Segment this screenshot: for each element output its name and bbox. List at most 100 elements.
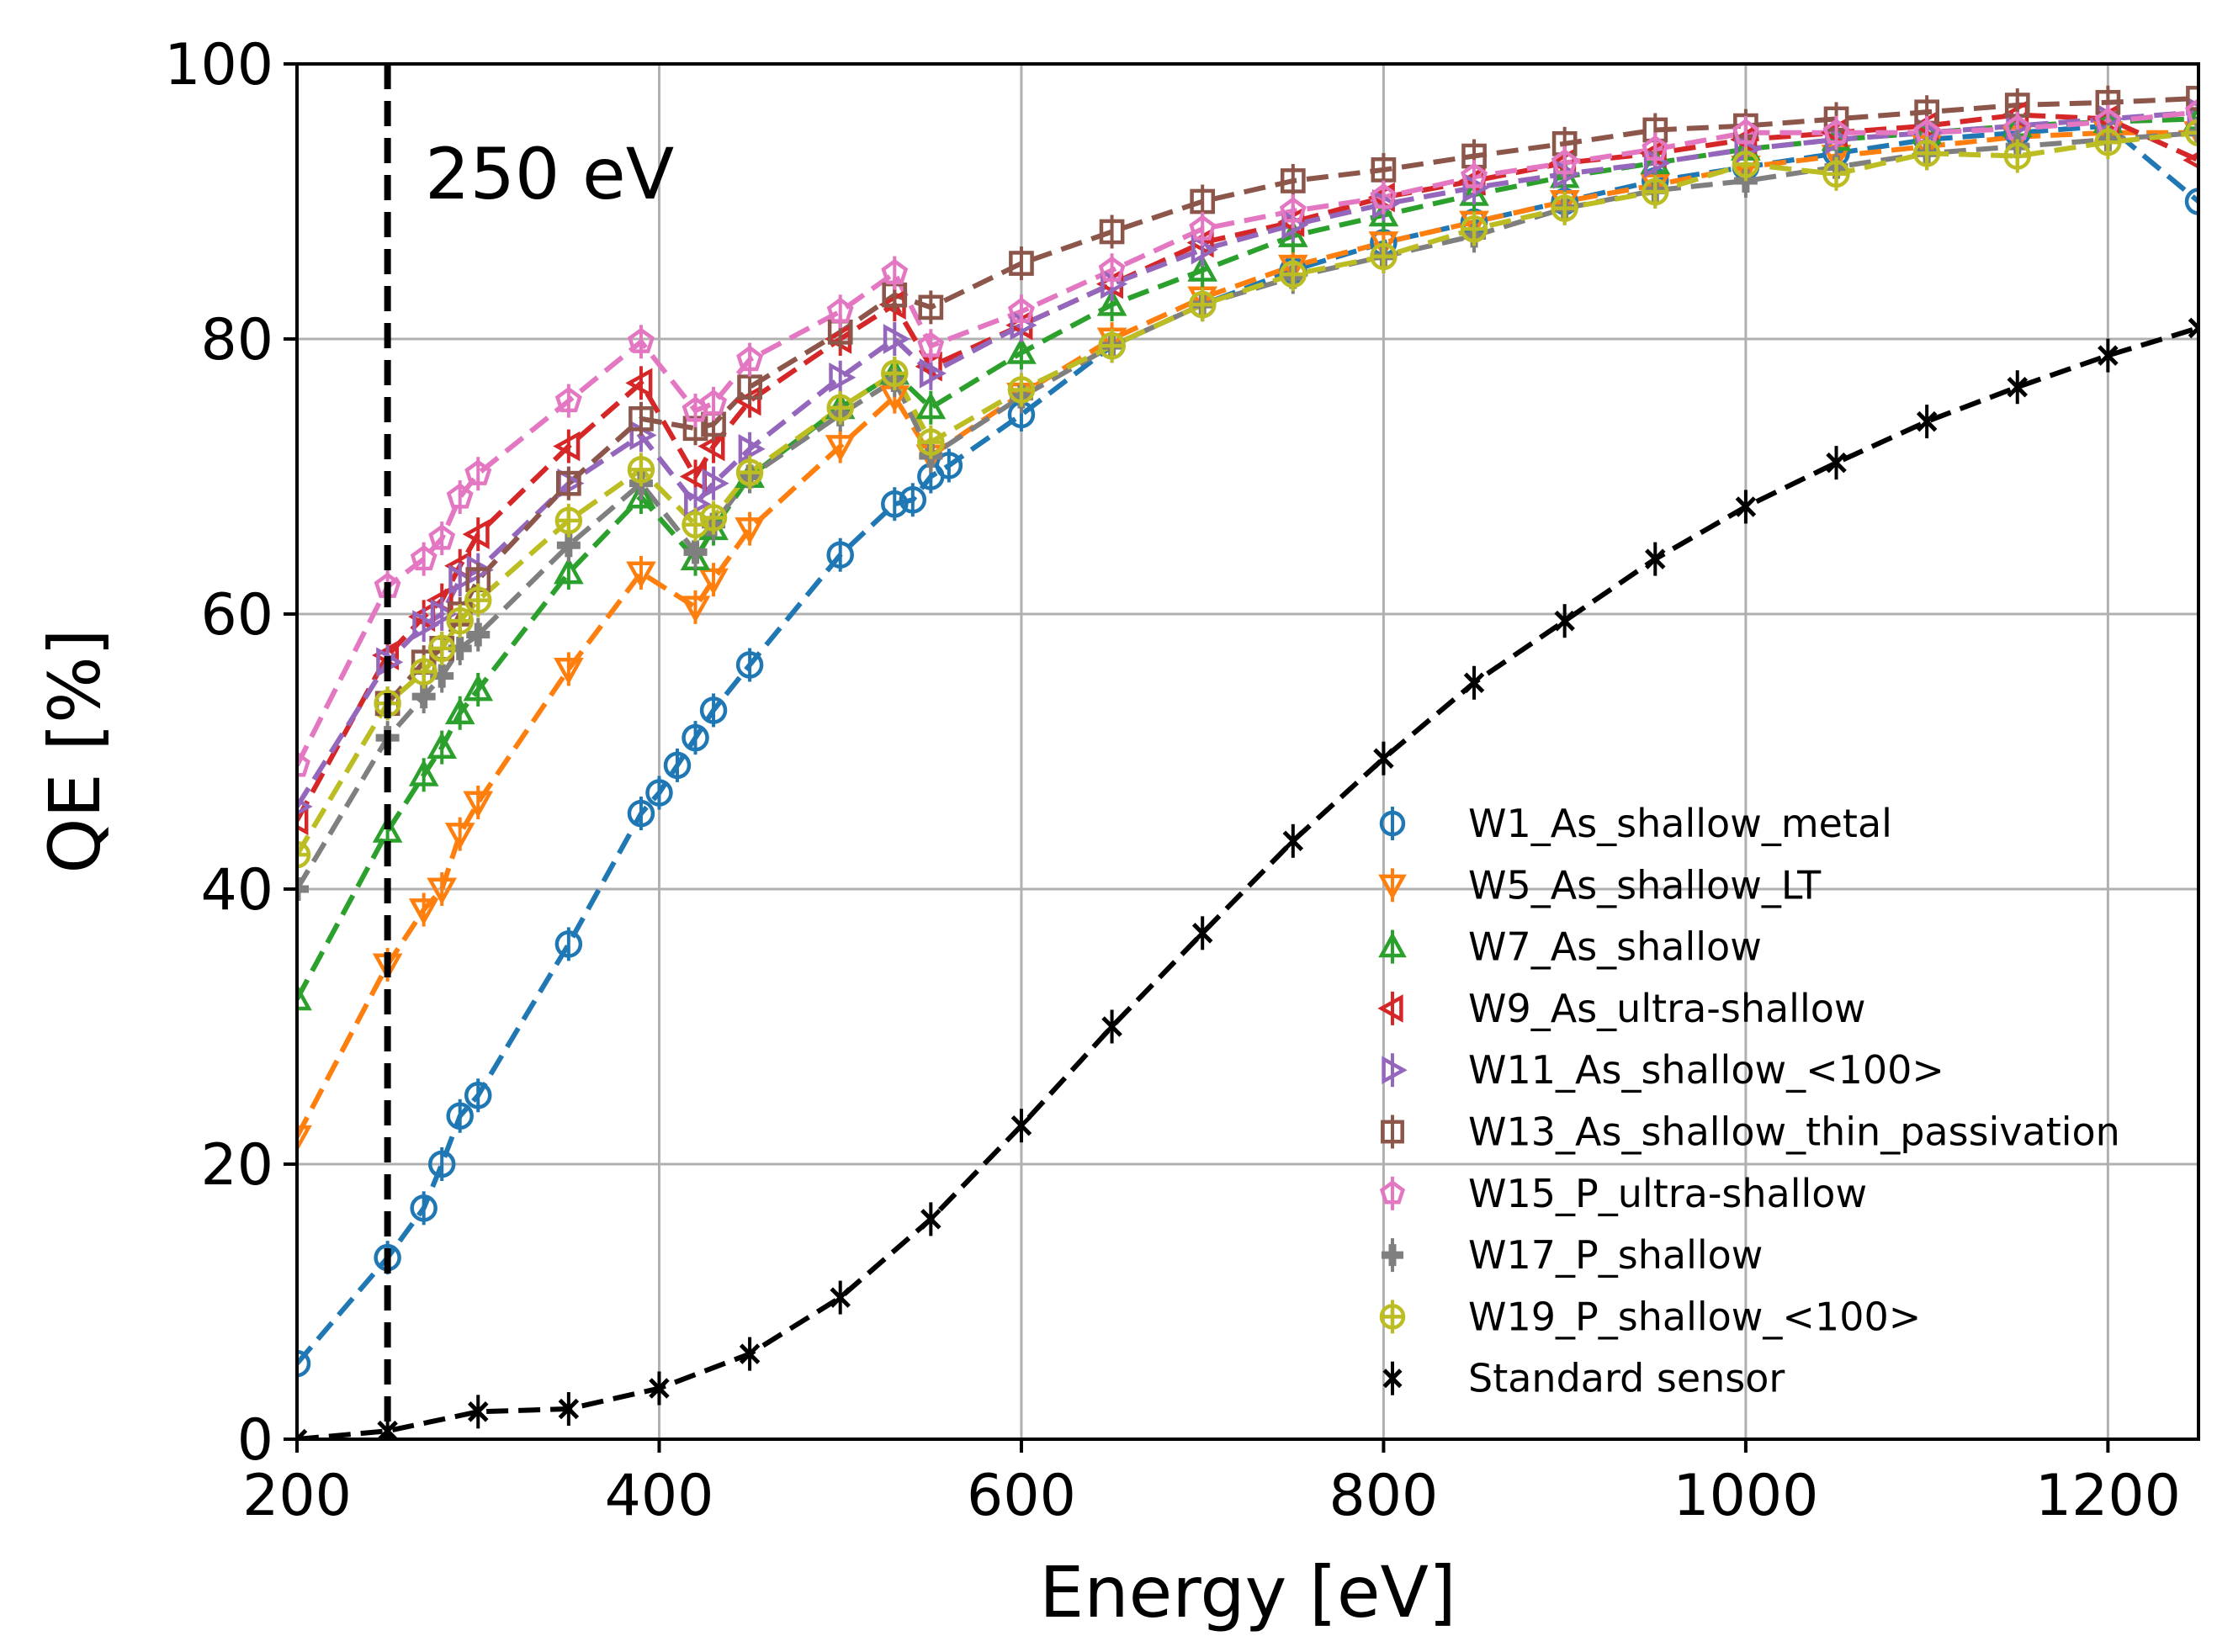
y-tick-label-0: 0	[237, 1407, 273, 1474]
series-line-w15-p-ultra-shallow	[297, 109, 2198, 767]
data-point-w17-p-shallow-5	[466, 622, 491, 647]
data-point-w11-as-shallow-100-10	[738, 433, 766, 464]
data-point-w19-p-shallow-100-23-cross	[1824, 161, 1848, 186]
data-point-w11-as-shallow-100-12	[883, 324, 910, 354]
data-point-w5-as-shallow-lt-8	[680, 596, 711, 623]
data-point-w5-as-shallow-lt-0	[297, 1125, 312, 1152]
data-point-w15-p-ultra-shallow-27	[2185, 98, 2198, 124]
data-point-w15-p-ultra-shallow-21	[1642, 135, 1669, 161]
data-point-standard-sensor-7	[920, 1209, 941, 1230]
data-point-w19-p-shallow-100-12	[881, 359, 909, 388]
data-point-w15-p-ultra-shallow-2	[410, 544, 438, 571]
data-point-w19-p-shallow-100-23	[1822, 160, 1850, 188]
data-point-standard-sensor-0	[297, 1428, 308, 1439]
data-point-w5-as-shallow-lt-2	[408, 898, 439, 926]
data-point-w13-as-shallow-thin-passivation-16	[1280, 168, 1306, 193]
data-point-w15-p-ultra-shallow-18	[1370, 183, 1398, 209]
legend-item-standard-sensor: Standard sensor	[1382, 1356, 1785, 1401]
data-point-w19-p-shallow-100-0	[297, 840, 311, 869]
data-point-w19-p-shallow-100-21	[1642, 177, 1669, 206]
data-point-w19-p-shallow-100-26	[2094, 128, 2122, 156]
series-line-w17-p-shallow	[297, 130, 2198, 891]
data-point-w17-p-shallow-6	[556, 533, 581, 558]
legend-item-w1-as-shallow-metal: W1_As_shallow_metal	[1379, 801, 1892, 846]
data-point-w19-p-shallow-100-14	[1007, 376, 1036, 404]
data-point-w19-p-shallow-100-9	[699, 504, 728, 532]
legend-label-w1-as-shallow-metal: W1_As_shallow_metal	[1468, 801, 1892, 846]
data-point-w17-p-shallow-0	[297, 877, 309, 901]
legend-label-w7-as-shallow: W7_As_shallow	[1468, 924, 1762, 970]
data-point-w1-as-shallow-metal-9	[663, 751, 692, 780]
legend-item-w19-p-shallow-100: W19_P_shallow_<100>	[1379, 1294, 1921, 1339]
data-point-w15-p-ultra-shallow-4	[446, 483, 474, 509]
data-point-w5-as-shallow-lt-7	[626, 561, 656, 589]
x-tick-label-800: 800	[1329, 1463, 1439, 1529]
data-point-w5-as-shallow-lt-18	[1368, 231, 1399, 259]
data-point-w19-p-shallow-100-6-cross	[556, 508, 581, 532]
data-point-w7-as-shallow-2	[408, 759, 439, 786]
data-point-w13-as-shallow-thin-passivation-13	[1009, 251, 1034, 276]
data-point-w5-as-shallow-lt-4	[444, 823, 475, 850]
data-point-w7-as-shallow-6	[554, 557, 584, 585]
data-point-standard-sensor-12	[1373, 748, 1394, 769]
data-point-w19-p-shallow-100-16	[1188, 290, 1217, 319]
data-point-w19-p-shallow-100-20-cross	[1552, 196, 1577, 220]
data-point-w11-as-shallow-100-11	[829, 362, 857, 393]
data-point-w1-as-shallow-metal-8	[645, 779, 673, 807]
legend-label-w5-as-shallow-lt: W5_As_shallow_LT	[1468, 862, 1822, 908]
data-point-w13-as-shallow-thin-passivation-15	[1190, 188, 1216, 214]
data-point-standard-sensor-3	[558, 1398, 580, 1420]
data-point-standard-sensor-19	[2007, 376, 2029, 398]
data-point-w1-as-shallow-metal-3	[427, 1150, 456, 1178]
data-point-standard-sensor-9	[1101, 1016, 1122, 1037]
data-point-standard-sensor-20	[2098, 345, 2119, 366]
legend-marker-w15-p-ultra-shallow	[1379, 1180, 1406, 1205]
data-point-w5-as-shallow-lt-17	[1277, 254, 1308, 282]
data-point-w7-as-shallow-15	[1096, 289, 1127, 316]
data-point-w19-p-shallow-100-17-cross	[1281, 262, 1305, 287]
data-point-w15-p-ultra-shallow-12	[881, 258, 909, 285]
data-point-w15-p-ultra-shallow-6	[554, 386, 582, 413]
data-point-w19-p-shallow-100-2-cross	[411, 659, 436, 684]
data-point-standard-sensor-5	[739, 1343, 761, 1364]
data-point-standard-sensor-10	[1191, 923, 1213, 944]
data-point-w5-as-shallow-lt-3	[427, 877, 458, 905]
data-point-w15-p-ultra-shallow-16	[1189, 214, 1217, 241]
legend-marker-w13-as-shallow-thin-passivation	[1381, 1120, 1404, 1144]
data-point-w15-p-ultra-shallow-11	[826, 297, 854, 323]
data-point-w1-as-shallow-metal-31	[2184, 188, 2198, 215]
series-line-w1-as-shallow-metal	[297, 123, 2198, 1366]
x-axis-label: Energy [eV]	[1039, 1551, 1456, 1633]
data-point-w15-p-ultra-shallow-3	[428, 524, 456, 550]
data-point-w15-p-ultra-shallow-7	[627, 327, 655, 353]
data-point-w1-as-shallow-metal-11	[699, 696, 728, 724]
data-point-w19-p-shallow-100-9-cross	[702, 506, 726, 530]
series-line-w5-as-shallow-lt	[297, 130, 2198, 1138]
data-point-w1-as-shallow-metal-5	[464, 1082, 492, 1109]
y-axis-label: QE [%]	[34, 628, 116, 873]
data-point-w19-p-shallow-100-26-cross	[2096, 130, 2120, 155]
data-point-w19-p-shallow-100-17	[1279, 260, 1307, 289]
legend-item-w5-as-shallow-lt: W5_As_shallow_LT	[1378, 862, 1822, 908]
data-point-w15-p-ultra-shallow-20	[1551, 148, 1578, 175]
data-point-w19-p-shallow-100-4-cross	[448, 609, 472, 633]
data-point-w7-as-shallow-4	[444, 697, 475, 725]
series-line-standard-sensor	[297, 326, 2198, 1439]
data-point-w19-p-shallow-100-7	[627, 456, 655, 484]
data-point-w5-as-shallow-lt-11	[825, 435, 856, 463]
legend-item-w7-as-shallow: W7_As_shallow	[1378, 924, 1762, 970]
data-point-w5-as-shallow-lt-6	[554, 657, 584, 686]
legend-label-w11-as-shallow-100: W11_As_shallow_<100>	[1468, 1047, 1944, 1093]
data-point-w19-p-shallow-100-27-cross	[2187, 120, 2198, 145]
legend-label-w13-as-shallow-thin-passivation: W13_As_shallow_thin_passivation	[1468, 1109, 2120, 1155]
data-point-w13-as-shallow-thin-passivation-14	[1099, 219, 1125, 245]
x-tick-label-400: 400	[605, 1463, 714, 1529]
data-point-w1-as-shallow-metal-6	[554, 930, 583, 958]
data-point-w19-p-shallow-100-14-cross	[1009, 378, 1033, 402]
data-point-w19-p-shallow-100-6	[554, 506, 583, 535]
data-point-w1-as-shallow-metal-15	[899, 486, 927, 514]
data-point-w19-p-shallow-100-27	[2184, 119, 2198, 146]
data-point-w1-as-shallow-metal-0	[297, 1349, 311, 1378]
data-point-w15-p-ultra-shallow-17	[1279, 197, 1307, 223]
